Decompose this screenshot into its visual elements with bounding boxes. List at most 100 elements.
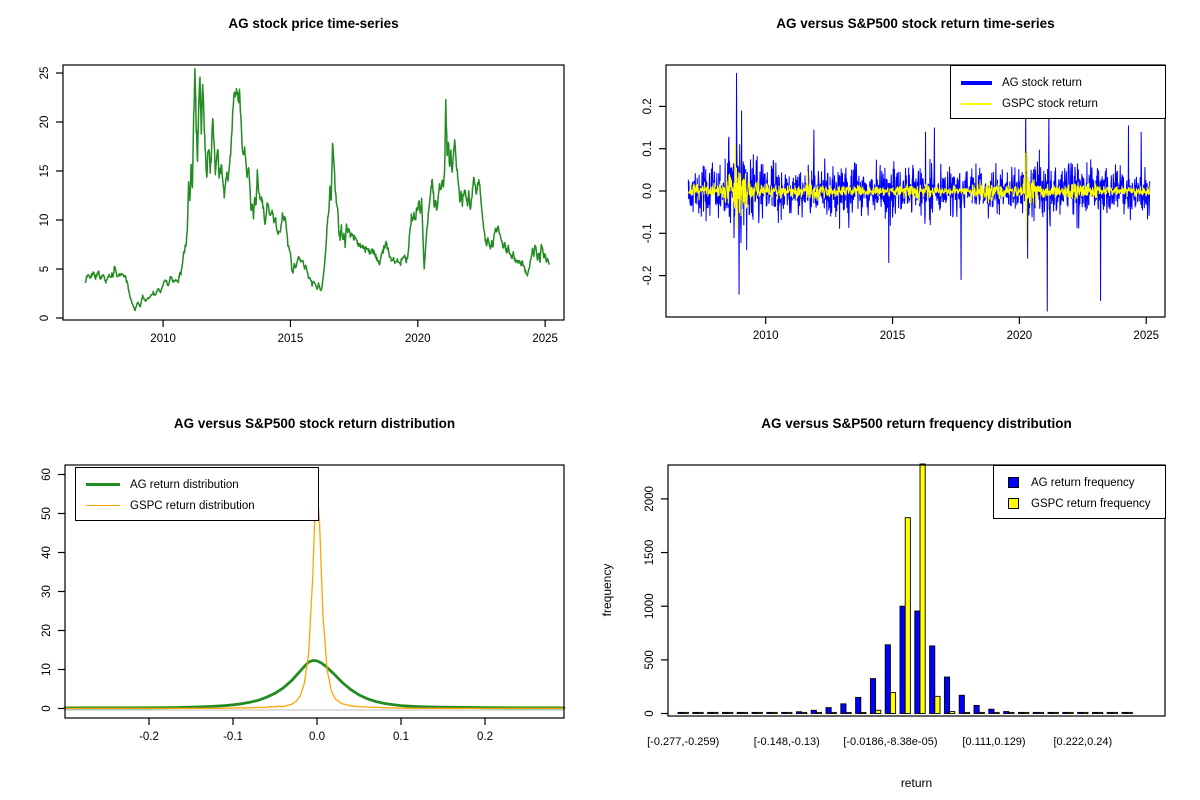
legend-row: GSPC return frequency <box>1008 493 1157 514</box>
x-tick-label: -0.1 <box>223 731 243 743</box>
legend-label: AG return distribution <box>130 478 239 491</box>
ag-frequency-bar <box>1091 711 1099 714</box>
ag-frequency-bar <box>988 708 995 714</box>
legend-label: GSPC stock return <box>1002 97 1098 110</box>
x-bin-label: [-0.277,-0.259) <box>647 736 719 748</box>
y-tick-label: 30 <box>41 585 53 598</box>
ag-frequency-bar <box>869 678 877 714</box>
ag-frequency-bar <box>1062 711 1069 714</box>
y-tick-label: 15 <box>39 165 51 178</box>
ag-density-line-swatch <box>86 483 120 486</box>
gspc-frequency-bar <box>801 711 808 714</box>
ag-frequency-bar <box>1121 711 1128 714</box>
y-tick-label: 0 <box>41 705 53 711</box>
panel-density-chart: 0 10 20 30 40 50 60 -0.2 -0.1 0.0 0.1 0.2 AG versus… <box>0 400 600 800</box>
returns-plot-area: -0.2 -0.1 0.0 0.1 0.2 2010 2015 2020 2025 <box>642 64 1166 342</box>
x-bin-label: [0.222,0.24) <box>1053 736 1112 748</box>
gspc-frequency-box-swatch <box>1008 498 1019 509</box>
y-tick-label: 10 <box>39 214 51 227</box>
gspc-frequency-bar <box>993 711 1000 714</box>
gspc-frequency-bar <box>875 709 882 714</box>
ag-frequency-bar <box>973 705 980 714</box>
ag-frequency-bar <box>1106 711 1113 714</box>
gspc-frequency-bar <box>919 463 926 714</box>
density-plot-area: 0 10 20 30 40 50 60 -0.2 -0.1 0.0 0.1 0.2 <box>41 464 566 743</box>
gspc-return-distribution-line <box>64 475 565 710</box>
gspc-frequency-bar <box>1111 711 1119 714</box>
y-tick-label: 40 <box>41 546 53 559</box>
gspc-frequency-bar <box>682 711 689 714</box>
x-tick-label: 2020 <box>1007 330 1033 342</box>
ag-frequency-bar <box>692 711 699 714</box>
gspc-frequency-bar <box>830 711 837 714</box>
gspc-frequency-bar <box>1067 711 1074 714</box>
y-tick-label: 20 <box>41 624 53 637</box>
gspc-frequency-bar <box>1097 711 1104 714</box>
ag-frequency-bar <box>781 711 788 714</box>
ag-frequency-bar <box>825 707 832 714</box>
gspc-frequency-bar <box>860 711 867 714</box>
x-tick-label: 0.2 <box>477 731 493 743</box>
plot-box <box>64 464 565 719</box>
x-tick-label: -0.2 <box>139 731 159 743</box>
ag-frequency-bar <box>1047 711 1054 714</box>
y-tick-label: 60 <box>41 468 53 481</box>
gspc-frequency-bar <box>963 711 971 714</box>
plot-box <box>667 464 1166 717</box>
legend-row: AG return distribution <box>86 474 310 495</box>
gspc-frequency-bar <box>771 711 778 714</box>
y-tick-label: 0.1 <box>642 141 654 157</box>
ag-frequency-bar <box>751 711 758 714</box>
density-chart-title: AG versus S&P500 stock return distributi… <box>173 416 456 431</box>
gspc-frequency-bar <box>1052 711 1059 714</box>
ag-frequency-bar <box>855 696 862 714</box>
gspc-frequency-bar <box>1008 711 1015 714</box>
x-bin-label: [0.111,0.129) <box>962 736 1025 748</box>
ag-frequency-bar <box>1077 711 1084 714</box>
histogram-legend: AG return frequency GSPC return frequenc… <box>993 465 1166 519</box>
plot-box <box>665 64 1166 318</box>
ag-frequency-bar <box>707 711 714 714</box>
ag-frequency-bar <box>795 711 803 714</box>
x-tick-label: 2020 <box>405 333 431 345</box>
legend-label: GSPC return distribution <box>130 499 255 512</box>
ag-frequency-bar <box>929 645 936 714</box>
gspc-frequency-bar <box>756 711 763 714</box>
legend-row: GSPC return distribution <box>86 495 310 516</box>
y-tick-label: -0.1 <box>642 223 654 243</box>
histogram-x-axis-title: return <box>900 776 933 790</box>
y-tick-label: 2000 <box>644 486 656 512</box>
x-tick-label: 0.0 <box>309 731 325 743</box>
ag-return-distribution-line <box>63 659 566 710</box>
ag-frequency-bar <box>677 711 684 714</box>
gspc-frequency-bar <box>934 695 941 714</box>
gspc-frequency-bar <box>1126 711 1133 714</box>
gspc-frequency-bar <box>978 711 985 714</box>
panel-histogram-chart: 0 500 1000 1500 2000 [-0.277,-0.259) [-0.148,-… <box>600 400 1200 800</box>
gspc-return-line-swatch <box>961 102 992 105</box>
y-tick-label: 0.2 <box>642 98 654 114</box>
ag-stock-price-line <box>84 68 550 312</box>
density-legend: AG return distribution GSPC return distr… <box>75 467 319 521</box>
legend-label: AG stock return <box>1002 76 1082 89</box>
ag-frequency-bar <box>884 644 891 714</box>
y-tick-label: 1000 <box>644 593 656 619</box>
legend-row: AG stock return <box>961 72 1157 93</box>
ag-frequency-bar <box>914 610 921 714</box>
y-tick-label: 1500 <box>644 540 656 566</box>
gspc-frequency-bar <box>1037 711 1045 714</box>
ag-frequency-box-swatch <box>1008 477 1019 488</box>
gspc-frequency-bar <box>1082 711 1089 714</box>
legend-label: AG return frequency <box>1031 476 1135 489</box>
x-tick-label: 2025 <box>532 333 558 345</box>
gspc-frequency-bar <box>1023 711 1030 714</box>
ag-frequency-bar <box>721 711 729 714</box>
gspc-frequency-bar <box>727 711 734 714</box>
histogram-y-axis-title: frequency <box>600 563 614 617</box>
y-tick-label: 0 <box>644 710 656 716</box>
histogram-plot-area: 0 500 1000 1500 2000 [-0.277,-0.259) [-0.148,-… <box>644 463 1166 748</box>
y-tick-label: 0.0 <box>642 183 654 199</box>
gspc-frequency-bar <box>949 711 956 714</box>
gspc-frequency-bar <box>712 711 719 714</box>
